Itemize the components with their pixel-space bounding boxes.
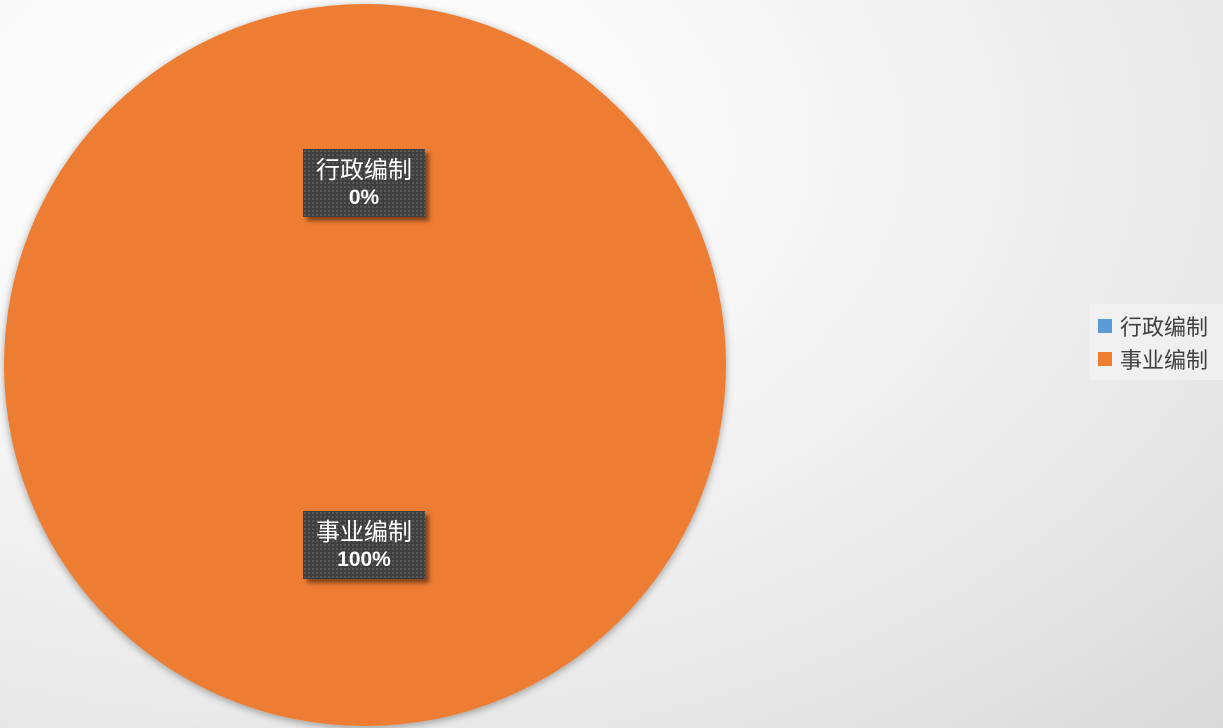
data-label-administrative: 行政编制 0% [303,149,425,217]
pie-slice-institutional [4,4,726,726]
data-label-administrative-category: 行政编制 [316,156,412,184]
legend-label-administrative: 行政编制 [1120,315,1209,341]
legend-swatch-institutional [1098,351,1112,366]
data-label-administrative-percent: 0% [348,186,380,209]
legend-label-institutional: 事业编制 [1120,348,1209,374]
data-label-institutional-percent: 100% [337,548,391,571]
legend-item-administrative[interactable]: 行政编制 [1098,309,1223,342]
legend-item-institutional[interactable]: 事业编制 [1098,342,1223,375]
legend: 行政编制 事业编制 [1089,304,1223,380]
data-label-institutional: 事业编制 100% [303,511,425,579]
legend-swatch-administrative [1098,318,1112,333]
data-label-institutional-category: 事业编制 [316,518,412,546]
